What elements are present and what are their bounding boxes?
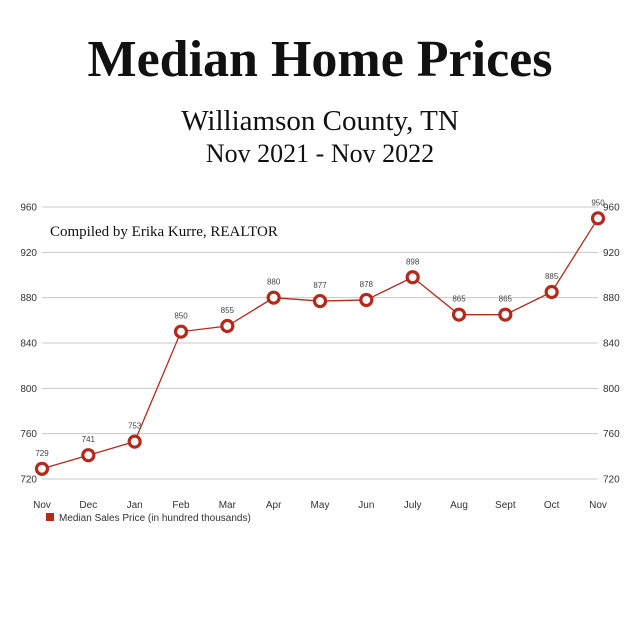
y-tick-label-right: 840 xyxy=(603,339,620,350)
data-point xyxy=(173,324,189,339)
grid-lines xyxy=(42,206,598,480)
data-point xyxy=(544,284,559,300)
series-line xyxy=(41,217,599,470)
x-tick-label: Jan xyxy=(127,500,143,511)
legend-swatch xyxy=(46,513,54,521)
chart-subtitle: Williamson County, TN xyxy=(181,105,459,137)
data-point xyxy=(220,318,235,334)
x-tick-label: Dec xyxy=(79,500,97,511)
x-tick-label: Nov xyxy=(33,500,51,511)
data-label: 865 xyxy=(499,295,513,304)
x-tick-label: July xyxy=(404,500,422,511)
y-tick-label-right: 920 xyxy=(603,248,620,259)
series-median-price: 729 741 753 850 855 880 877 878 898 865 865 885 950 xyxy=(34,198,606,476)
data-point xyxy=(359,292,374,308)
x-tick-label: Oct xyxy=(544,500,560,511)
data-label: 753 xyxy=(128,422,142,431)
x-tick-label: Sept xyxy=(495,500,516,511)
data-label: 898 xyxy=(406,257,420,266)
data-point xyxy=(81,448,96,463)
data-point xyxy=(312,293,328,309)
x-tick-label: May xyxy=(311,500,330,511)
data-label: 950 xyxy=(591,198,605,207)
x-tick-label: Mar xyxy=(219,500,237,511)
data-label: 729 xyxy=(35,449,49,458)
y-tick-label-left: 800 xyxy=(20,384,37,395)
y-axis-left: 720 760 800 840 880 920 960 xyxy=(20,203,37,486)
data-point xyxy=(266,290,281,305)
data-label: 850 xyxy=(174,312,188,321)
x-axis: Nov Dec Jan Feb Mar Apr May Jun July Aug Sept Oct No… xyxy=(33,500,607,511)
data-label: 880 xyxy=(267,278,281,287)
y-tick-label-right: 880 xyxy=(603,293,620,304)
x-tick-label: Apr xyxy=(266,500,282,511)
y-tick-label-right: 800 xyxy=(603,384,620,395)
date-range: Nov 2021 - Nov 2022 xyxy=(205,139,435,168)
data-point xyxy=(405,270,420,285)
y-tick-label-left: 920 xyxy=(20,248,37,259)
compiled-by-note: Compiled by Erika Kurre, REALTOR xyxy=(50,224,278,240)
y-tick-label-left: 840 xyxy=(20,339,37,350)
x-tick-label: Jun xyxy=(358,500,374,511)
y-tick-label-left: 720 xyxy=(20,475,37,486)
data-label: 865 xyxy=(452,295,466,304)
y-tick-label-left: 960 xyxy=(20,203,37,214)
data-point xyxy=(127,434,142,449)
y-axis-right: 720 760 800 840 880 920 960 xyxy=(603,203,620,486)
data-point xyxy=(451,307,467,322)
page-title: Median Home Prices xyxy=(87,31,553,88)
legend: Median Sales Price (in hundred thousands… xyxy=(46,513,251,524)
data-point xyxy=(34,461,50,476)
data-label: 878 xyxy=(360,280,374,289)
y-tick-label-right: 720 xyxy=(603,475,620,486)
legend-label: Median Sales Price (in hundred thousands… xyxy=(59,513,251,524)
data-label: 885 xyxy=(545,272,559,281)
data-label: 877 xyxy=(313,281,327,290)
data-label: 741 xyxy=(82,435,96,444)
y-tick-label-left: 760 xyxy=(20,429,37,440)
x-tick-label: Aug xyxy=(450,500,468,511)
data-point xyxy=(590,211,606,226)
data-label: 855 xyxy=(221,306,235,315)
y-tick-label-right: 960 xyxy=(603,203,620,214)
y-tick-label-right: 760 xyxy=(603,429,620,440)
y-tick-label-left: 880 xyxy=(20,293,37,304)
x-tick-label: Nov xyxy=(589,500,607,511)
x-tick-label: Feb xyxy=(172,500,190,511)
data-point xyxy=(498,307,513,322)
